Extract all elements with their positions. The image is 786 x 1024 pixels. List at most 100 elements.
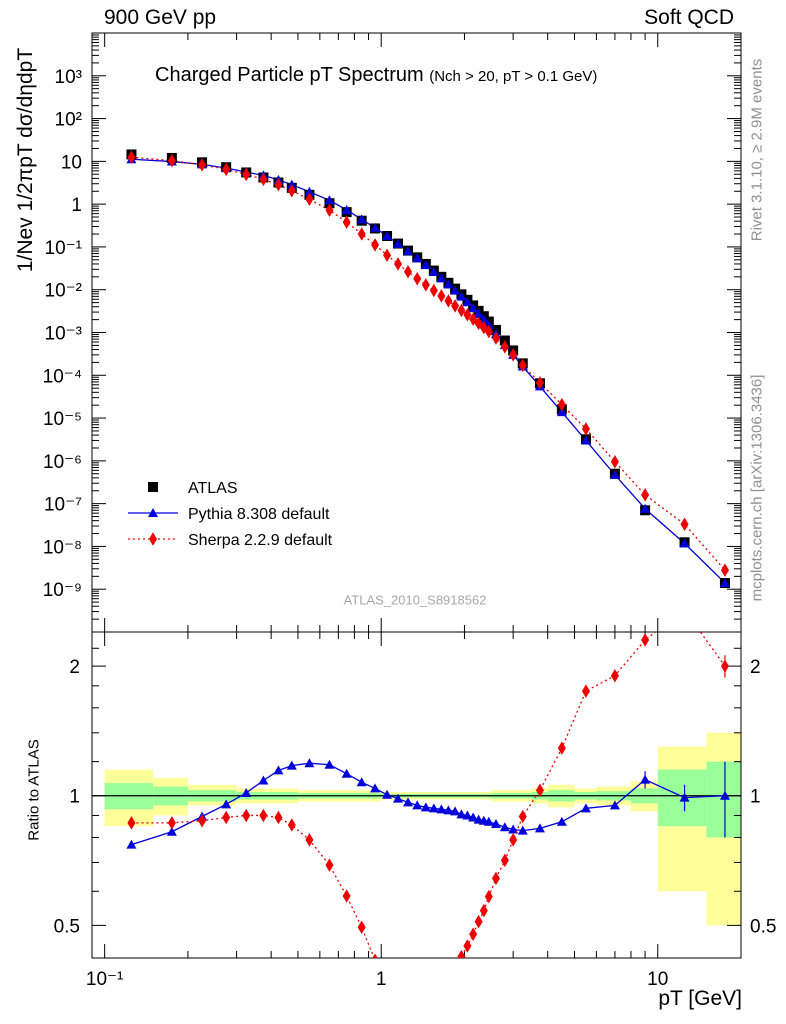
pythia-point [370,222,381,232]
pythia-point [428,266,439,276]
pythia-ratio-point [221,799,232,809]
pythia-point [382,231,393,241]
sherpa-point [641,488,650,502]
sherpa-ratio-point [479,903,488,918]
sherpa-ratio-point [444,970,452,984]
sherpa-point [413,272,422,286]
sherpa-ratio-point [404,1002,412,1016]
pythia-ratio-point [640,774,651,784]
y-tick-label: 1 [71,195,82,216]
legend-marker [149,532,157,546]
sherpa-ratio-point [484,889,493,904]
sherpa-ratio-point [342,889,351,903]
y-tick-label: 10⁻⁴ [43,366,82,387]
sherpa-point [720,563,729,577]
pythia-ratio-point [450,806,461,816]
chart-title-text: Charged Particle pT Spectrum [155,64,424,86]
sherpa-ratio-point [127,816,136,830]
legend-label: Pythia 8.308 default [188,506,330,523]
y-tick-label: 10⁻⁹ [43,580,82,601]
sherpa-ratio-point [557,741,566,755]
sherpa-point [421,278,430,292]
sherpa-ratio-point [305,833,314,847]
sherpa-ratio-point [581,684,590,698]
sherpa-ratio-point [357,920,366,935]
chart-title: Charged Particle pT Spectrum (Nch > 20, … [155,64,597,87]
pythia-ratio-point [241,787,252,797]
ratio-bands [104,732,741,926]
pythia-point [556,407,567,417]
pythia-ratio-point [580,803,591,813]
sherpa-ratio-point [457,949,466,958]
sherpa-ratio-point [491,871,500,886]
sherpa-point [305,192,314,207]
sherpa-point [274,177,283,192]
sherpa-point [463,307,472,322]
pythia-ratio-point [456,809,467,819]
sherpa-ratio-point [372,953,378,958]
y-tick-label: 10⁻⁵ [43,409,82,430]
pythia-point [468,303,479,313]
pythia-ratio-point [126,839,137,849]
pythia-point [462,297,473,307]
sherpa-point [287,184,296,198]
pythia-ratio-point [286,760,297,770]
pythia-ratio-point [341,768,352,778]
pythia-ratio-point [679,792,690,802]
pythia-point [456,291,467,301]
legend-label: ATLAS [188,480,238,497]
sherpa-ratio-point [641,633,650,647]
sherpa-ratio-point [463,939,472,953]
legend-marker [148,508,158,517]
sherpa-ratio-point [430,989,438,1003]
pythia-point [304,186,315,196]
sherpa-ratio-point [437,980,445,994]
pythia-point [392,238,403,248]
pythia-ratio-point [499,822,510,832]
sherpa-ratio-point [198,813,207,828]
sherpa-point [404,264,413,279]
sherpa-ratio-point [469,927,478,941]
ratio-y-tick-label: 2 [69,657,80,678]
sherpa-ratio-point [451,962,459,976]
ratio-y-tick-label-right: 2 [750,657,761,678]
y-tick-label: 10² [55,110,82,131]
sherpa-point [357,227,366,241]
pythia-point [450,285,461,295]
header-left: 900 GeV pp [104,6,217,29]
pythia-ratio-point [166,826,177,836]
y-tick-label: 10⁻⁷ [44,495,82,516]
sherpa-ratio-point [535,783,544,797]
pythia-ratio-point [382,789,393,799]
sherpa-ratio-point [720,659,729,673]
pythia-point [609,469,620,479]
pythia-ratio-point [428,803,439,813]
sherpa-ratio-point [274,810,283,825]
y-tick-label: 10 [61,152,82,173]
sherpa-point [451,299,460,313]
pythia-ratio-point [468,812,479,822]
sherpa-ratio-point [500,853,509,868]
pythia-point [679,538,690,548]
y-tick-label: 10⁻³ [45,324,83,345]
sherpa-point [325,203,334,217]
ratio-y-tick-label: 1 [69,787,80,808]
pythia-point [473,309,484,319]
sherpa-ratio-point [394,995,402,1009]
sherpa-point [198,158,207,172]
analysis-watermark: ATLAS_2010_S8918562 [343,592,487,608]
ratio-y-tick-label-right: 1 [750,787,761,808]
pythia-point [719,577,730,587]
sherpa-point [429,283,438,298]
sherpa-ratio-point [610,668,619,683]
sherpa-ratio-point [509,833,518,847]
pythia-ratio-point [508,824,519,834]
sherpa-point [509,348,518,362]
pythia-ratio-point [436,804,447,814]
y-tick-label: 10³ [55,67,82,88]
pythia-ratio-point [324,759,335,769]
sherpa-point [393,257,402,271]
pythia-ratio-point [392,793,403,803]
sherpa-point [491,331,500,345]
